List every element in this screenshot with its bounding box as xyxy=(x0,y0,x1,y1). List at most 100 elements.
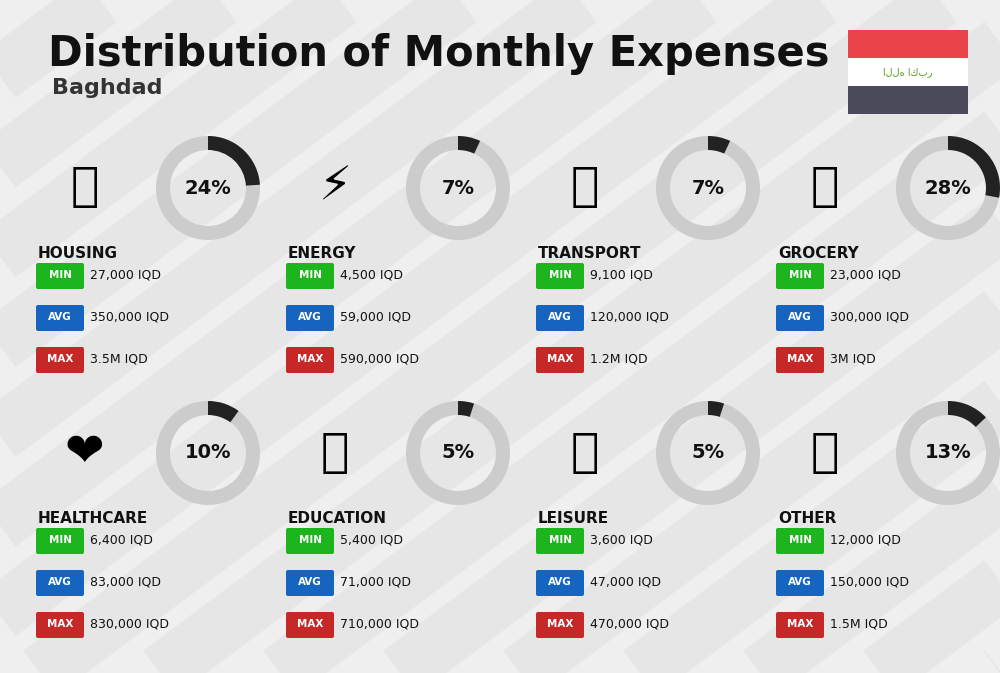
FancyBboxPatch shape xyxy=(776,263,824,289)
Text: 27,000 IQD: 27,000 IQD xyxy=(90,269,161,281)
Wedge shape xyxy=(156,136,260,240)
FancyBboxPatch shape xyxy=(776,612,824,638)
FancyBboxPatch shape xyxy=(848,86,968,114)
Text: 💰: 💰 xyxy=(811,431,839,476)
FancyBboxPatch shape xyxy=(36,263,84,289)
FancyBboxPatch shape xyxy=(286,612,334,638)
Text: AVG: AVG xyxy=(48,312,72,322)
Text: MAX: MAX xyxy=(787,619,813,629)
Text: MAX: MAX xyxy=(547,354,573,364)
FancyBboxPatch shape xyxy=(536,528,584,554)
FancyBboxPatch shape xyxy=(848,58,968,86)
Text: ❤️: ❤️ xyxy=(65,431,105,476)
Text: 🎓: 🎓 xyxy=(321,431,349,476)
Wedge shape xyxy=(208,136,260,186)
FancyBboxPatch shape xyxy=(36,305,84,331)
Text: MIN: MIN xyxy=(788,270,812,280)
Wedge shape xyxy=(948,136,1000,198)
Text: 7%: 7% xyxy=(692,178,724,197)
Text: MIN: MIN xyxy=(548,270,572,280)
Text: 🏢: 🏢 xyxy=(71,166,99,211)
Text: 3,600 IQD: 3,600 IQD xyxy=(590,534,653,546)
Text: 300,000 IQD: 300,000 IQD xyxy=(830,310,909,324)
FancyBboxPatch shape xyxy=(776,570,824,596)
Text: Baghdad: Baghdad xyxy=(52,78,162,98)
Text: 1.2M IQD: 1.2M IQD xyxy=(590,353,648,365)
Text: 5%: 5% xyxy=(441,444,475,462)
Text: LEISURE: LEISURE xyxy=(538,511,609,526)
Text: MAX: MAX xyxy=(47,354,73,364)
Text: ENERGY: ENERGY xyxy=(288,246,356,261)
Text: 350,000 IQD: 350,000 IQD xyxy=(90,310,169,324)
Text: MAX: MAX xyxy=(787,354,813,364)
FancyBboxPatch shape xyxy=(36,612,84,638)
Text: 6,400 IQD: 6,400 IQD xyxy=(90,534,153,546)
Text: MAX: MAX xyxy=(297,619,323,629)
FancyBboxPatch shape xyxy=(848,30,968,58)
Text: 150,000 IQD: 150,000 IQD xyxy=(830,575,909,588)
Text: MIN: MIN xyxy=(788,535,812,545)
FancyBboxPatch shape xyxy=(286,263,334,289)
Text: AVG: AVG xyxy=(548,577,572,587)
FancyBboxPatch shape xyxy=(776,305,824,331)
Wedge shape xyxy=(708,136,730,153)
Text: الله اكبر: الله اكبر xyxy=(883,67,933,77)
FancyBboxPatch shape xyxy=(536,347,584,373)
Text: 710,000 IQD: 710,000 IQD xyxy=(340,618,419,631)
Text: 470,000 IQD: 470,000 IQD xyxy=(590,618,669,631)
Text: OTHER: OTHER xyxy=(778,511,836,526)
Text: 🛍️: 🛍️ xyxy=(571,431,599,476)
FancyBboxPatch shape xyxy=(536,305,584,331)
Wedge shape xyxy=(458,136,480,153)
FancyBboxPatch shape xyxy=(36,528,84,554)
FancyBboxPatch shape xyxy=(286,305,334,331)
Wedge shape xyxy=(708,401,724,417)
Text: AVG: AVG xyxy=(298,312,322,322)
FancyBboxPatch shape xyxy=(286,347,334,373)
Text: AVG: AVG xyxy=(48,577,72,587)
Text: 🚌: 🚌 xyxy=(571,166,599,211)
Text: MIN: MIN xyxy=(48,270,72,280)
Wedge shape xyxy=(406,136,510,240)
Text: AVG: AVG xyxy=(788,577,812,587)
Text: 🛒: 🛒 xyxy=(811,166,839,211)
Text: MAX: MAX xyxy=(297,354,323,364)
Text: TRANSPORT: TRANSPORT xyxy=(538,246,642,261)
Text: MIN: MIN xyxy=(298,535,322,545)
Text: 24%: 24% xyxy=(185,178,231,197)
Text: AVG: AVG xyxy=(548,312,572,322)
FancyBboxPatch shape xyxy=(36,570,84,596)
Wedge shape xyxy=(156,401,260,505)
Text: 4,500 IQD: 4,500 IQD xyxy=(340,269,403,281)
Wedge shape xyxy=(656,136,760,240)
Text: 59,000 IQD: 59,000 IQD xyxy=(340,310,411,324)
Text: 3M IQD: 3M IQD xyxy=(830,353,876,365)
FancyBboxPatch shape xyxy=(776,528,824,554)
Text: 830,000 IQD: 830,000 IQD xyxy=(90,618,169,631)
Text: 83,000 IQD: 83,000 IQD xyxy=(90,575,161,588)
Text: 23,000 IQD: 23,000 IQD xyxy=(830,269,901,281)
Text: MAX: MAX xyxy=(547,619,573,629)
FancyBboxPatch shape xyxy=(536,570,584,596)
Text: 5%: 5% xyxy=(691,444,725,462)
FancyBboxPatch shape xyxy=(36,347,84,373)
Text: 47,000 IQD: 47,000 IQD xyxy=(590,575,661,588)
Text: MIN: MIN xyxy=(298,270,322,280)
Text: 120,000 IQD: 120,000 IQD xyxy=(590,310,669,324)
Text: 1.5M IQD: 1.5M IQD xyxy=(830,618,888,631)
Text: 28%: 28% xyxy=(925,178,971,197)
Text: HEALTHCARE: HEALTHCARE xyxy=(38,511,148,526)
Wedge shape xyxy=(896,136,1000,240)
FancyBboxPatch shape xyxy=(536,612,584,638)
Text: 12,000 IQD: 12,000 IQD xyxy=(830,534,901,546)
FancyBboxPatch shape xyxy=(286,528,334,554)
Text: 3.5M IQD: 3.5M IQD xyxy=(90,353,148,365)
Text: 13%: 13% xyxy=(925,444,971,462)
Text: 10%: 10% xyxy=(185,444,231,462)
Text: Distribution of Monthly Expenses: Distribution of Monthly Expenses xyxy=(48,33,830,75)
FancyBboxPatch shape xyxy=(286,570,334,596)
Wedge shape xyxy=(896,401,1000,505)
Wedge shape xyxy=(406,401,510,505)
Text: 590,000 IQD: 590,000 IQD xyxy=(340,353,419,365)
Text: AVG: AVG xyxy=(788,312,812,322)
